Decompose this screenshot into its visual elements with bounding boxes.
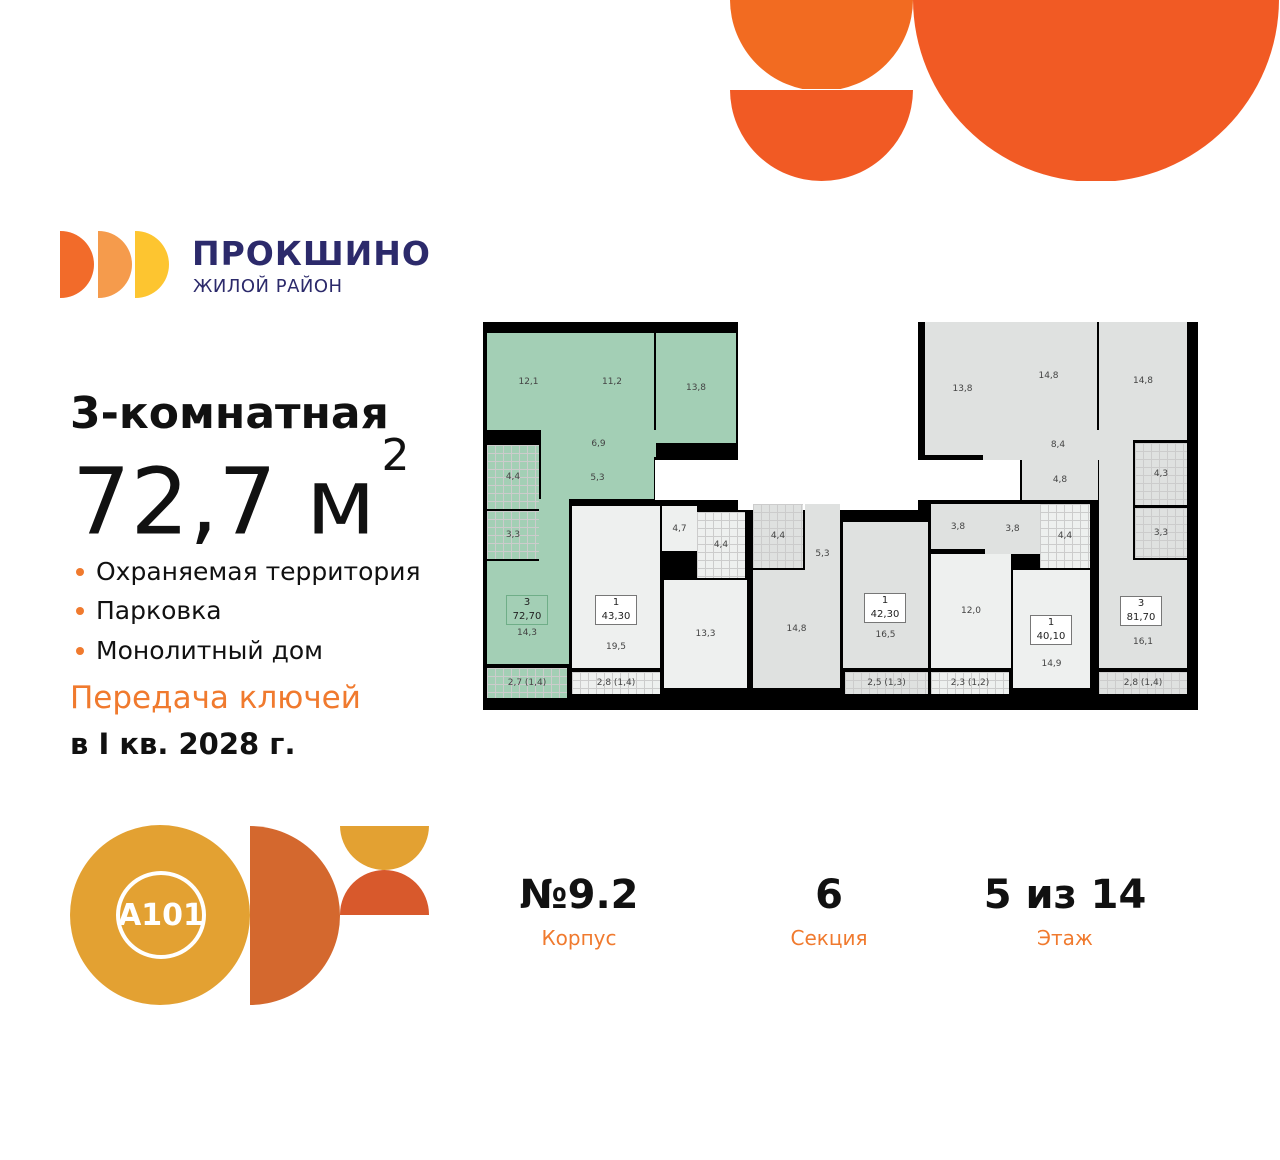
room: 4,7 — [662, 506, 697, 551]
bullet-icon — [76, 567, 84, 576]
room: 19,5 — [572, 506, 660, 668]
room-bathroom: 4,4 — [697, 512, 745, 578]
room-bathroom: 3,3 — [1135, 508, 1187, 558]
apartment-plaque[interactable]: 3 81,70 — [1120, 596, 1162, 626]
bullet-icon — [76, 646, 84, 655]
feature-label: Парковка — [96, 596, 222, 625]
room: 14,8 — [1000, 322, 1097, 430]
room: 13,3 — [664, 580, 747, 688]
room: 8,4 — [983, 430, 1133, 460]
balcony: 2,5 (1,3) — [845, 672, 928, 694]
apartment-plaque-selected[interactable]: 3 72,70 — [506, 595, 548, 625]
logo-shape — [135, 231, 169, 298]
deco-half-circle-bottom — [730, 90, 913, 181]
room — [539, 499, 569, 664]
feature-label: Монолитный дом — [96, 636, 324, 665]
room: 11,2 — [570, 333, 654, 430]
handover-label: Передача ключей — [70, 680, 361, 716]
room: 14,8 — [1099, 322, 1187, 440]
room: 12,1 — [487, 333, 570, 430]
logo-shape — [60, 231, 94, 298]
common-corridor — [655, 460, 1020, 500]
feature-item: Монолитный дом — [76, 636, 323, 665]
room: 16,5 — [843, 522, 928, 668]
floor-plan: 12,1 11,2 13,8 6,9 5,3 4,4 3,3 14,3 2,7 … — [483, 318, 1198, 710]
room: 3,8 — [985, 504, 1040, 554]
room: 5,3 — [541, 457, 654, 499]
room: 12,0 — [931, 554, 1011, 668]
apartment-plaque[interactable]: 1 40,10 — [1030, 615, 1072, 645]
room: 3,8 — [931, 504, 985, 549]
logo-shape — [98, 231, 132, 298]
hallway — [1099, 460, 1133, 560]
deco-half-circle-top — [730, 0, 913, 89]
room-bathroom: 4,4 — [487, 445, 539, 509]
balcony: 2,8 (1,4) — [1099, 672, 1187, 694]
stat-building: №9.2 Корпус — [519, 872, 639, 950]
a101-logo-text: A101 — [116, 871, 206, 959]
balcony: 2,7 (1,4) — [487, 668, 567, 698]
room-bathroom: 4,4 — [753, 504, 803, 568]
room: 4,8 — [1022, 460, 1098, 500]
stat-floor: 5 из 14 Этаж — [983, 872, 1147, 950]
apartment-plaque[interactable]: 1 42,30 — [864, 593, 906, 623]
apartment-type: 3-комнатная — [70, 388, 389, 439]
balcony: 2,8 (1,4) — [572, 672, 660, 694]
handover-date: в I кв. 2028 г. — [70, 727, 296, 761]
room-bathroom: 4,4 — [1040, 504, 1090, 568]
apartment-plaque[interactable]: 1 43,30 — [595, 595, 637, 625]
room: 13,8 — [656, 333, 736, 443]
room-bathroom: 3,3 — [487, 511, 539, 559]
room: 14,8 — [753, 570, 840, 688]
room: 6,9 — [541, 430, 656, 457]
bullet-icon — [76, 606, 84, 615]
feature-item: Охраняемая территория — [76, 557, 421, 586]
balcony: 2,3 (1,2) — [931, 672, 1009, 694]
area-unit-sup: 2 — [381, 430, 410, 481]
feature-label: Охраняемая территория — [96, 557, 421, 586]
feature-item: Парковка — [76, 596, 222, 625]
deco-big-circle — [913, 0, 1280, 181]
brand-name: ПРОКШИНО — [192, 234, 431, 273]
stat-section: 6 Секция — [790, 872, 868, 950]
brand-subtitle: ЖИЛОЙ РАЙОН — [193, 276, 343, 297]
area-value: 72,7 м — [72, 448, 376, 556]
room-bathroom: 4,3 — [1135, 443, 1187, 505]
